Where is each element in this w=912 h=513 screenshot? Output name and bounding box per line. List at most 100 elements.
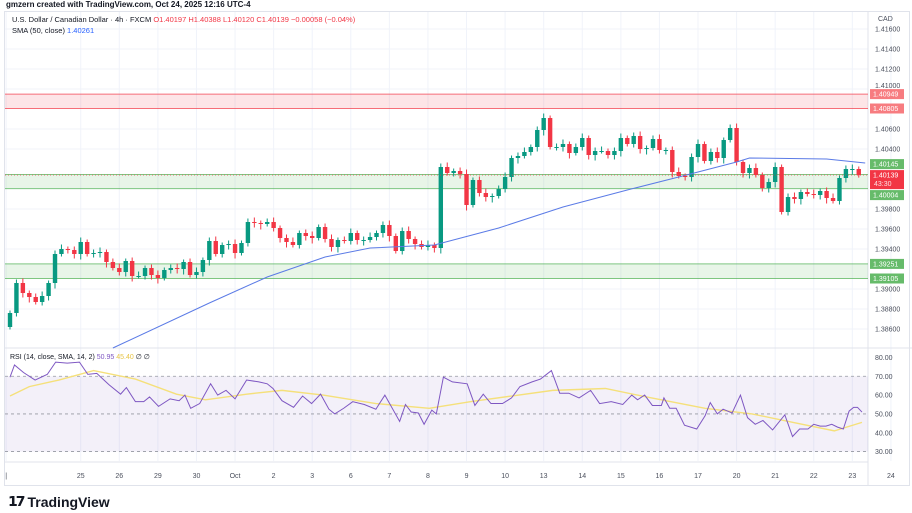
price-badge-label: 1.40004	[873, 193, 898, 200]
candle-body	[445, 167, 450, 173]
candle-body	[110, 262, 116, 268]
time-tick-label: 13	[540, 473, 548, 480]
candle-body	[702, 144, 707, 161]
candle-body	[747, 168, 752, 173]
candle-body	[586, 138, 591, 155]
sma-label[interactable]: SMA (50, close)	[12, 26, 65, 35]
price-tick-label: 1.39000	[875, 287, 900, 294]
price-badge	[870, 89, 904, 100]
candle-body	[811, 194, 816, 195]
candle-body	[14, 283, 19, 313]
price-badge	[870, 258, 904, 269]
candle-body	[258, 223, 263, 224]
time-tick-label: 17	[694, 473, 702, 480]
candle-body	[329, 239, 334, 247]
candle-body	[843, 169, 849, 178]
candle-body	[502, 177, 508, 189]
price-tick-label: 1.40400	[875, 147, 900, 154]
candle-body	[650, 139, 656, 148]
candle-body	[239, 243, 244, 253]
rsi-tick-label: 70.00	[875, 374, 893, 381]
price-tick-label: 1.38800	[875, 307, 900, 314]
price-tick-label: 1.41600	[875, 27, 900, 34]
candle-body	[39, 296, 45, 302]
price-badge-label: 1.39251	[873, 261, 898, 268]
candle-body	[297, 233, 302, 245]
candle-body	[515, 156, 521, 158]
ohlc-open: O1.40197	[153, 15, 187, 24]
candle-body	[46, 283, 51, 296]
price-badge	[870, 273, 904, 284]
candle-body	[335, 240, 341, 247]
price-change: −0.00058 (−0.04%)	[291, 15, 356, 24]
candle-body	[554, 147, 559, 148]
time-tick-label: 3	[310, 473, 314, 480]
rsi-label[interactable]: RSI (14, close, SMA, 14, 2)	[10, 354, 95, 361]
symbol-title[interactable]: U.S. Dollar / Canadian Dollar · 4h · FXC…	[12, 15, 152, 24]
candle-body	[316, 227, 321, 238]
candle-body	[470, 180, 476, 205]
time-tick-label: Oct	[230, 473, 241, 480]
price-tick-label: 1.41400	[875, 47, 900, 54]
time-tick-label: |	[5, 473, 7, 480]
time-tick-label: 7	[387, 473, 391, 480]
candle-body	[65, 249, 71, 250]
currency-label: CAD	[878, 16, 893, 23]
candle-body	[483, 193, 489, 197]
time-tick-label: 24	[887, 473, 895, 480]
rsi-value: 50.95	[96, 354, 115, 361]
candle-body	[509, 158, 514, 177]
candle-body	[637, 136, 643, 149]
candle-body	[187, 262, 193, 275]
candle-body	[592, 151, 598, 155]
tradingview-logo[interactable]: 𝟭𝟳 TradingView	[8, 493, 110, 510]
candle-body	[207, 241, 212, 260]
price-tick-label: 1.39800	[875, 207, 900, 214]
candle-body	[425, 245, 431, 247]
candle-body	[599, 151, 604, 152]
time-tick-label: 14	[578, 473, 586, 480]
candle-body	[322, 227, 328, 239]
candle-body	[605, 151, 611, 155]
time-tick-label: 22	[810, 473, 818, 480]
candle-body	[580, 138, 585, 147]
candle-body	[91, 253, 96, 254]
candle-body	[760, 175, 765, 188]
sma-line	[112, 157, 866, 349]
rsi-tick-label: 50.00	[875, 411, 893, 418]
candle-body	[618, 138, 624, 151]
candle-body	[824, 191, 829, 198]
candle-body	[734, 128, 739, 162]
tradingview-logo-text: TradingView	[27, 493, 110, 510]
candle-body	[740, 162, 746, 173]
chart-frame	[4, 11, 910, 486]
candle-body	[567, 144, 572, 153]
candle-body	[387, 225, 392, 236]
candle-body	[174, 268, 180, 269]
price-tick-label: 1.38600	[875, 327, 900, 334]
candle-body	[850, 169, 855, 170]
candle-body	[400, 231, 405, 251]
candle-body	[560, 144, 566, 147]
candle-body	[522, 152, 527, 156]
candle-body	[438, 167, 444, 248]
price-tick-label: 1.40600	[875, 127, 900, 134]
candle-body	[451, 171, 456, 173]
candle-body	[104, 252, 109, 262]
price-tick-label: 1.41200	[875, 67, 900, 74]
candle-body	[355, 233, 360, 240]
rsi-ma-value: 45.40	[116, 354, 134, 361]
candle-body	[7, 313, 13, 327]
rsi-extra-values: ∅ ∅	[135, 354, 150, 361]
candle-body	[766, 182, 771, 188]
candle-body	[682, 176, 688, 177]
candle-body	[657, 139, 662, 150]
price-tick-label: 1.39400	[875, 247, 900, 254]
candle-body	[785, 197, 791, 212]
candle-body	[612, 151, 617, 155]
candle-body	[753, 168, 759, 175]
sma-value: 1.40261	[67, 26, 95, 35]
ohlc-low: L1.40120	[222, 15, 255, 24]
candle-body	[162, 270, 167, 278]
